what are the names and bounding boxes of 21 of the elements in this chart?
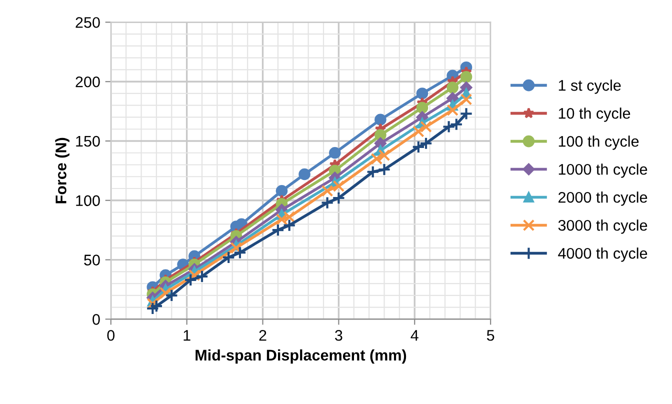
legend-label: 100 th cycle [558, 136, 639, 150]
legend-label: 10 th cycle [558, 108, 630, 122]
y-axis-title: Force (N) [55, 138, 70, 204]
x-tick-label: 0 [107, 330, 115, 341]
legend-label: 1 st cycle [558, 80, 621, 94]
legend-label: 2000 th cycle [558, 192, 648, 206]
y-tick-label: 100 [76, 195, 100, 206]
x-tick-label: 3 [335, 330, 342, 341]
x-tick-label: 1 [184, 330, 190, 341]
x-tick-label: 2 [259, 330, 266, 341]
y-tick-label: 0 [92, 314, 100, 325]
y-tick-label: 200 [76, 76, 100, 88]
legend-label: 1000 th cycle [558, 164, 648, 178]
x-tick-label: 5 [486, 330, 494, 341]
legend-label: 3000 th cycle [558, 220, 648, 234]
y-tick-label: 50 [84, 254, 100, 266]
y-tick-label: 150 [76, 136, 100, 147]
y-tick-label: 250 [76, 17, 100, 28]
legend-label: 4000 th cycle [558, 248, 648, 262]
x-tick-label: 4 [410, 330, 418, 341]
x-axis-title: Mid-span Displacement (mm) [196, 349, 406, 364]
